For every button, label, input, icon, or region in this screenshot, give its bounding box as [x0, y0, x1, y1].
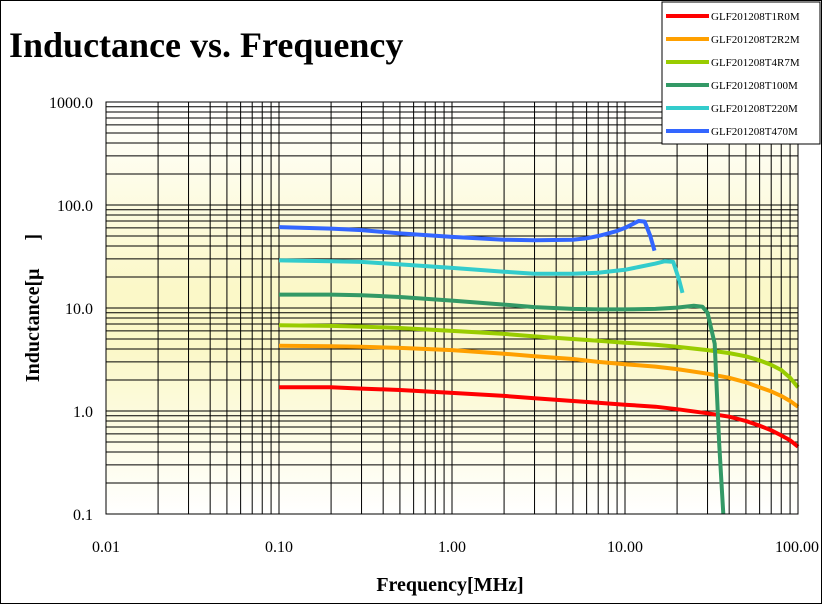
- y-tick-label: 1.0: [73, 404, 93, 421]
- series-line-glf201208t1r0m: [279, 385, 800, 449]
- y-tick-label: 100.0: [57, 198, 93, 215]
- series-line-glf201208t220m: [278, 258, 685, 294]
- x-axis-title: Frequency[MHz]: [376, 574, 523, 596]
- y-tick-label: 1000.0: [49, 95, 93, 112]
- chart-title: Inductance vs. Frequency: [9, 25, 403, 65]
- legend-box: [661, 1, 821, 145]
- series-line-glf201208t2r2m: [278, 343, 800, 409]
- y-axis-title-suffix: ]: [22, 234, 44, 241]
- series-lines: [278, 219, 800, 515]
- legend-label: GLF201208T4R7M: [711, 57, 800, 69]
- legend-label: GLF201208T220M: [711, 103, 798, 115]
- y-axis-title-main: Inductance[μ: [22, 268, 44, 382]
- x-tick-label: 0.01: [92, 539, 120, 556]
- series-line-glf201208t4r7m: [278, 323, 800, 389]
- y-tick-label: 10.0: [65, 301, 93, 318]
- series-line-glf201208t470m: [278, 219, 657, 252]
- x-tick-labels: 0.01 0.10 1.00 10.00 100.00: [92, 539, 819, 556]
- x-tick-label: 1.00: [438, 539, 466, 556]
- legend-label: GLF201208T1R0M: [711, 11, 800, 23]
- y-axis-title-group: Inductance[μ]: [22, 234, 44, 382]
- legend-label: GLF201208T2R2M: [711, 34, 800, 46]
- plot-border: [105, 101, 799, 515]
- y-tick-labels: 0.1 1.0 10.0 100.0 1000.0: [49, 95, 93, 524]
- x-tick-label: 100.00: [775, 539, 819, 556]
- y-axis-title: Inductance[μ]: [22, 234, 44, 382]
- series-line-glf201208t100m: [279, 292, 726, 515]
- legend: GLF201208T1R0M GLF201208T2R2M GLF201208T4R…: [661, 1, 821, 145]
- y-tick-label: 0.1: [73, 507, 93, 524]
- x-tick-label: 0.10: [265, 539, 293, 556]
- x-tick-label: 10.00: [607, 539, 643, 556]
- legend-label: GLF201208T470M: [711, 126, 798, 138]
- legend-label: GLF201208T100M: [711, 80, 798, 92]
